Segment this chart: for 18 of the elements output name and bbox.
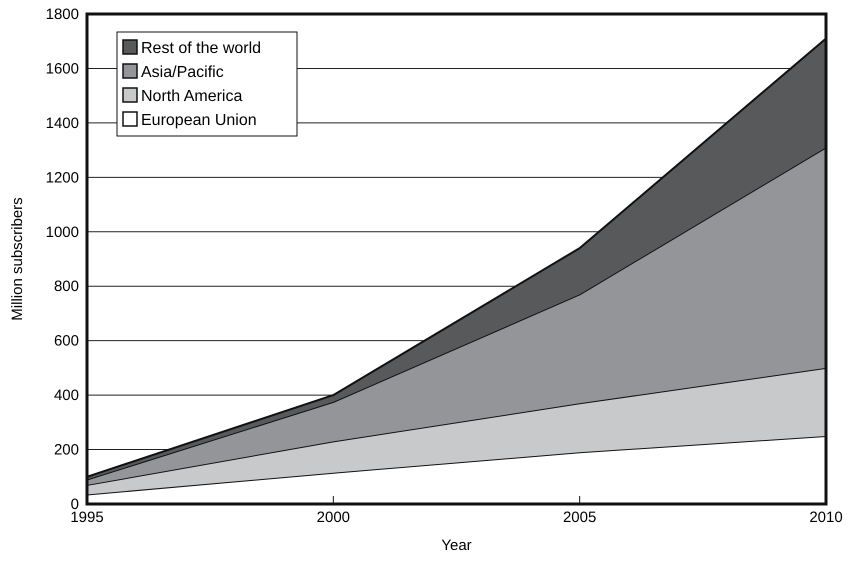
y-tick-label: 200 [54,442,79,459]
x-tick-label: 2000 [316,509,350,526]
x-axis-title: Year [441,537,472,554]
legend-label: European Union [141,112,257,129]
y-tick-label: 1600 [46,60,79,78]
y-tick-label: 800 [54,278,79,296]
y-tick-label: 400 [54,387,79,404]
y-axis-title: Million subscribers [9,197,26,321]
x-tick-label: 2010 [809,509,843,526]
y-tick-label: 1800 [46,6,79,23]
x-tick-label: 2005 [562,509,596,526]
y-tick-label: 1000 [46,224,79,241]
legend-label: North America [141,88,242,105]
y-tick-label: 1400 [46,114,79,132]
y-tick-label: 1200 [46,169,79,186]
y-tick-label: 600 [54,332,79,350]
legend-label: Asia/Pacific [141,64,224,81]
legend-label: Rest of the world [141,40,262,57]
